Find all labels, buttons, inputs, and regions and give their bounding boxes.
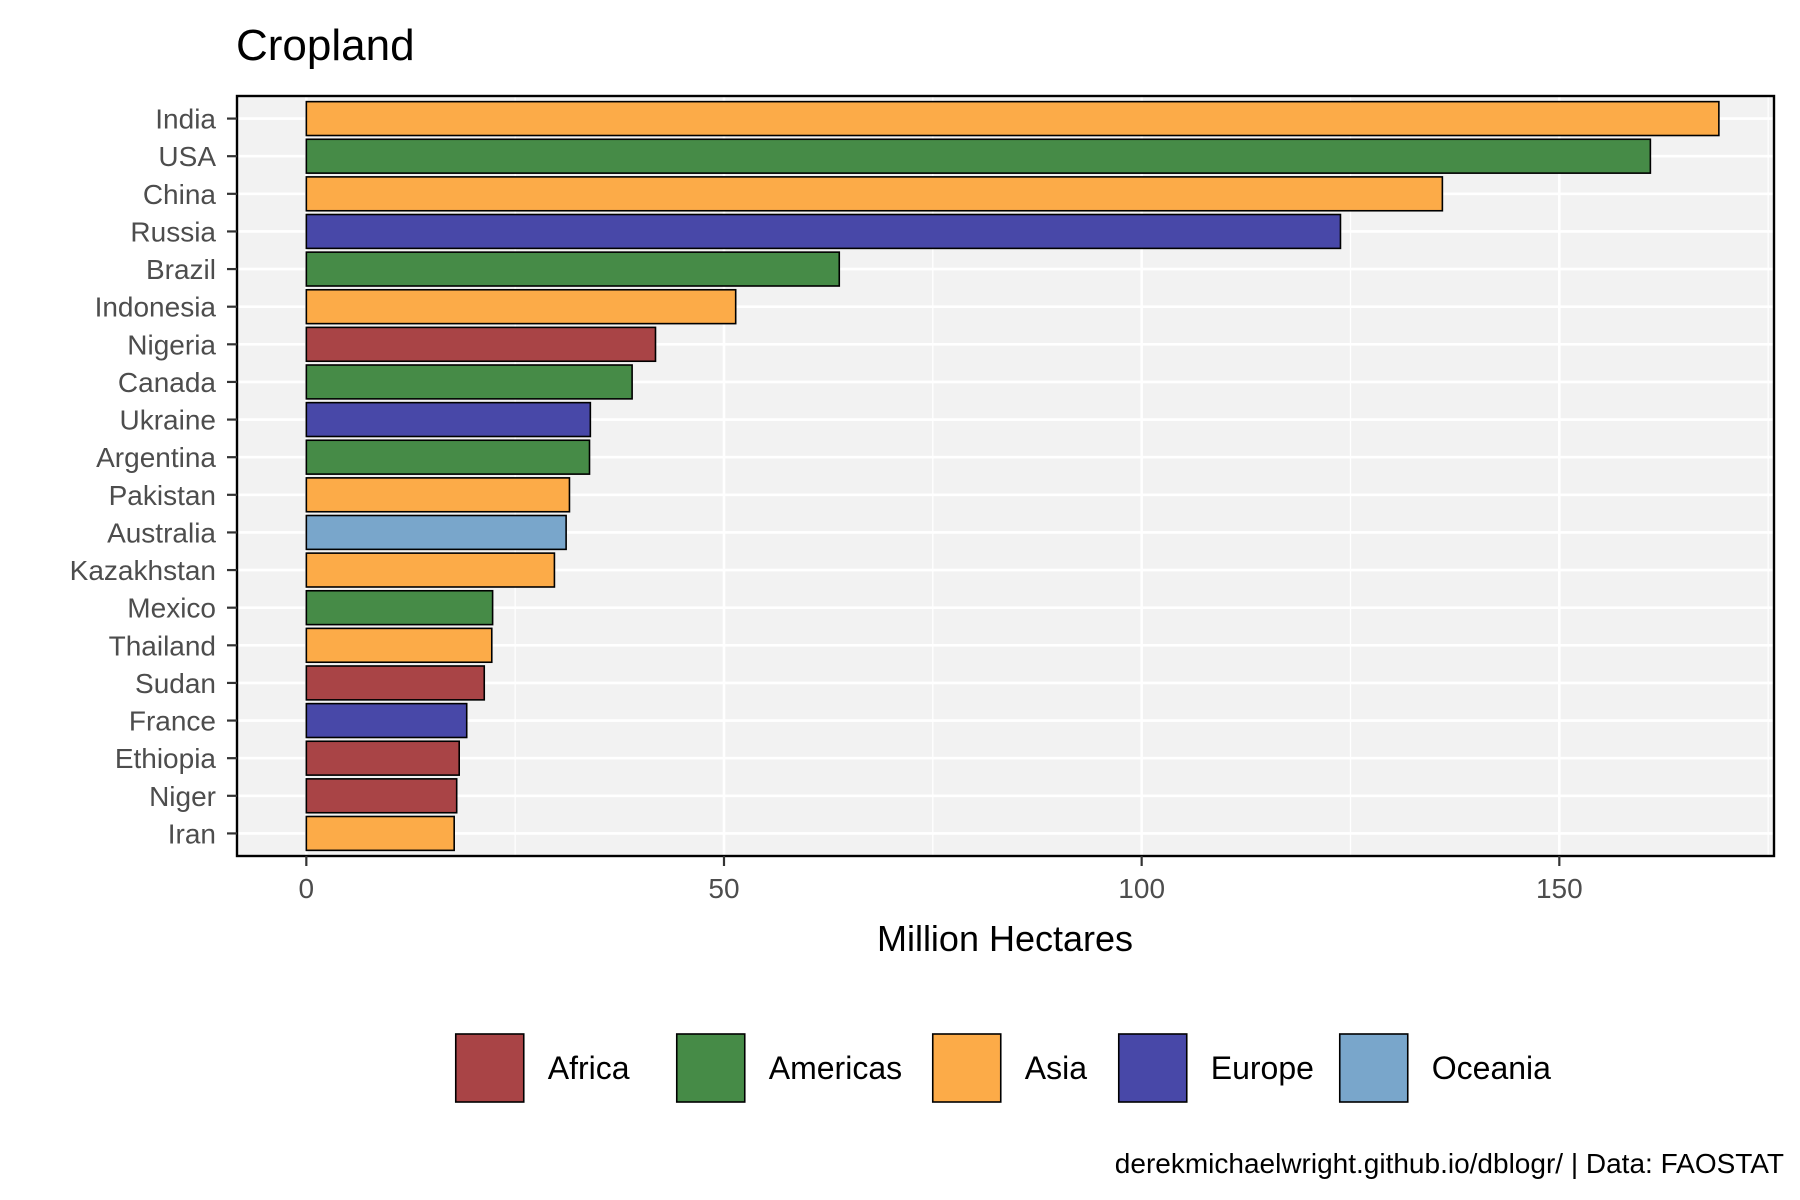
legend-key-americas: [675, 1033, 746, 1103]
legend-label-europe: Europe: [1211, 1050, 1314, 1086]
legend-label-asia: Asia: [1025, 1050, 1087, 1086]
x-tick-label: 150: [1536, 873, 1583, 904]
y-tick-label: Sudan: [135, 668, 216, 699]
bar-australia: [305, 514, 567, 551]
y-tick-label: India: [155, 104, 216, 135]
y-tick-label: USA: [158, 141, 216, 172]
caption: derekmichaelwright.github.io/dblogr/ | D…: [1115, 1148, 1784, 1179]
y-tick-label: Niger: [149, 781, 216, 812]
y-tick-label: Argentina: [96, 442, 216, 473]
y-tick-label: Russia: [130, 216, 216, 247]
y-tick-label: Ethiopia: [115, 743, 217, 774]
y-tick-label: Kazakhstan: [70, 555, 216, 586]
chart-title: Cropland: [236, 21, 415, 70]
y-tick-label: Australia: [107, 517, 216, 548]
bars-group: [305, 100, 1720, 852]
legend: Africa Americas Asia Europe Oceania: [454, 1033, 1551, 1103]
bar-indonesia: [305, 288, 737, 325]
bar-nigeria: [305, 326, 657, 363]
bar-china: [305, 176, 1444, 212]
legend-key-africa: [454, 1033, 525, 1103]
bar-iran: [305, 815, 455, 852]
bar-ethiopia: [305, 740, 460, 776]
bar-ukraine: [305, 401, 592, 438]
y-tick-label: Mexico: [127, 593, 216, 624]
bar-canada: [305, 364, 633, 400]
bar-brazil: [305, 251, 841, 287]
legend-key-oceania: [1338, 1033, 1409, 1103]
legend-label-oceania: Oceania: [1432, 1050, 1551, 1086]
y-tick-label: Brazil: [146, 254, 216, 285]
bar-mexico: [305, 589, 494, 626]
bar-sudan: [305, 665, 486, 701]
y-tick-label: Ukraine: [120, 405, 216, 436]
bar-pakistan: [305, 477, 571, 513]
bar-kazakhstan: [305, 552, 556, 588]
y-tick-label: France: [129, 706, 216, 737]
y-tick-label: Nigeria: [127, 329, 216, 360]
legend-label-americas: Americas: [769, 1050, 902, 1086]
y-tick-label: Indonesia: [95, 292, 217, 323]
bar-thailand: [305, 627, 493, 664]
y-tick-label: Canada: [118, 367, 217, 398]
bar-argentina: [305, 439, 591, 475]
y-axis: India USA China Russia Brazil Indonesia Nigeri…: [70, 104, 237, 849]
y-tick-label: Thailand: [109, 630, 216, 661]
y-tick-label: Pakistan: [109, 480, 216, 511]
bar-russia: [305, 213, 1342, 250]
bar-india: [305, 100, 1720, 137]
plot-border: [235, 94, 1776, 858]
x-axis: 0 50 100 150: [299, 856, 1583, 904]
x-axis-label: Million Hectares: [877, 918, 1133, 959]
x-tick-label: 50: [708, 873, 739, 904]
y-tick-label: Iran: [168, 818, 216, 849]
legend-key-asia: [931, 1033, 1002, 1103]
bar-niger: [305, 778, 458, 814]
legend-key-europe: [1117, 1033, 1188, 1103]
y-tick-label: China: [143, 179, 217, 210]
legend-label-africa: Africa: [548, 1050, 630, 1086]
x-tick-label: 0: [299, 873, 315, 904]
bar-france: [305, 702, 468, 739]
bar-usa: [305, 138, 1652, 174]
x-tick-label: 100: [1118, 873, 1165, 904]
